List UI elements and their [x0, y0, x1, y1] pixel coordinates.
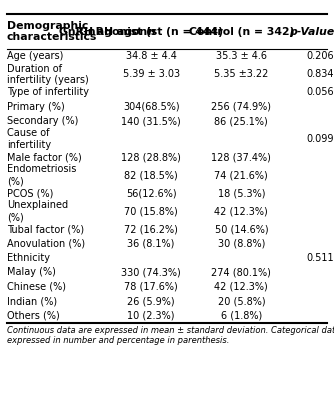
- Text: Tubal factor (%): Tubal factor (%): [7, 224, 84, 234]
- Text: 56(12.6%): 56(12.6%): [126, 188, 176, 198]
- Text: Cause of
infertility: Cause of infertility: [7, 128, 51, 150]
- Text: GnRH agonist (: GnRH agonist (: [59, 26, 151, 36]
- Text: 5.39 ± 3.03: 5.39 ± 3.03: [123, 70, 180, 80]
- Text: Others (%): Others (%): [7, 311, 59, 321]
- Text: GnRH agonist (n = 444): GnRH agonist (n = 444): [79, 26, 223, 36]
- Text: 0.511: 0.511: [306, 253, 334, 263]
- Text: 304(68.5%): 304(68.5%): [123, 102, 179, 112]
- Text: Endometriosis
(%): Endometriosis (%): [7, 164, 76, 186]
- Text: 30 (8.8%): 30 (8.8%): [218, 239, 265, 249]
- Text: 140 (31.5%): 140 (31.5%): [121, 116, 181, 126]
- Text: 274 (80.1%): 274 (80.1%): [211, 268, 271, 278]
- Text: 256 (74.9%): 256 (74.9%): [211, 102, 271, 112]
- Text: 0.834: 0.834: [307, 70, 334, 80]
- Text: Malay (%): Malay (%): [7, 268, 55, 278]
- Text: 74 (21.6%): 74 (21.6%): [214, 170, 268, 180]
- Text: 10 (2.3%): 10 (2.3%): [127, 311, 175, 321]
- Text: 330 (74.3%): 330 (74.3%): [121, 268, 181, 278]
- Text: 72 (16.2%): 72 (16.2%): [124, 224, 178, 234]
- Text: Type of infertility: Type of infertility: [7, 88, 89, 98]
- Text: 70 (15.8%): 70 (15.8%): [124, 206, 178, 216]
- Text: Ethnicity: Ethnicity: [7, 253, 50, 263]
- Text: Age (years): Age (years): [7, 51, 63, 61]
- Text: 42 (12.3%): 42 (12.3%): [214, 282, 268, 292]
- Text: 36 (8.1%): 36 (8.1%): [128, 239, 175, 249]
- Text: 26 (5.9%): 26 (5.9%): [127, 296, 175, 306]
- Text: 0.099: 0.099: [307, 134, 334, 144]
- Text: 18 (5.3%): 18 (5.3%): [217, 188, 265, 198]
- Text: 6 (1.8%): 6 (1.8%): [221, 311, 262, 321]
- Text: 128 (37.4%): 128 (37.4%): [211, 152, 271, 162]
- Text: n: n: [147, 26, 155, 36]
- Text: p-Value: p-Value: [289, 26, 334, 36]
- Text: Continuous data are expressed in mean ± standard deviation. Categorical data are: Continuous data are expressed in mean ± …: [7, 326, 334, 346]
- Text: PCOS (%): PCOS (%): [7, 188, 53, 198]
- Text: 0.206: 0.206: [306, 51, 334, 61]
- Text: 35.3 ± 4.6: 35.3 ± 4.6: [216, 51, 267, 61]
- Text: Duration of
infertility (years): Duration of infertility (years): [7, 64, 89, 85]
- Text: 42 (12.3%): 42 (12.3%): [214, 206, 268, 216]
- Text: Anovulation (%): Anovulation (%): [7, 239, 85, 249]
- Text: 78 (17.6%): 78 (17.6%): [124, 282, 178, 292]
- Text: Demographic
characteristics: Demographic characteristics: [7, 21, 97, 42]
- Text: Chinese (%): Chinese (%): [7, 282, 66, 292]
- Text: Secondary (%): Secondary (%): [7, 116, 78, 126]
- Text: Unexplained
(%): Unexplained (%): [7, 200, 68, 222]
- Text: 86 (25.1%): 86 (25.1%): [214, 116, 268, 126]
- Text: Control (n = 342): Control (n = 342): [189, 26, 294, 36]
- Text: 82 (18.5%): 82 (18.5%): [124, 170, 178, 180]
- Text: 0.056: 0.056: [306, 88, 334, 98]
- Text: Indian (%): Indian (%): [7, 296, 57, 306]
- Text: Primary (%): Primary (%): [7, 102, 64, 112]
- Text: Male factor (%): Male factor (%): [7, 152, 81, 162]
- Text: 5.35 ±3.22: 5.35 ±3.22: [214, 70, 269, 80]
- Text: 128 (28.8%): 128 (28.8%): [121, 152, 181, 162]
- Text: 20 (5.8%): 20 (5.8%): [217, 296, 265, 306]
- Text: 34.8 ± 4.4: 34.8 ± 4.4: [126, 51, 177, 61]
- Text: 50 (14.6%): 50 (14.6%): [214, 224, 268, 234]
